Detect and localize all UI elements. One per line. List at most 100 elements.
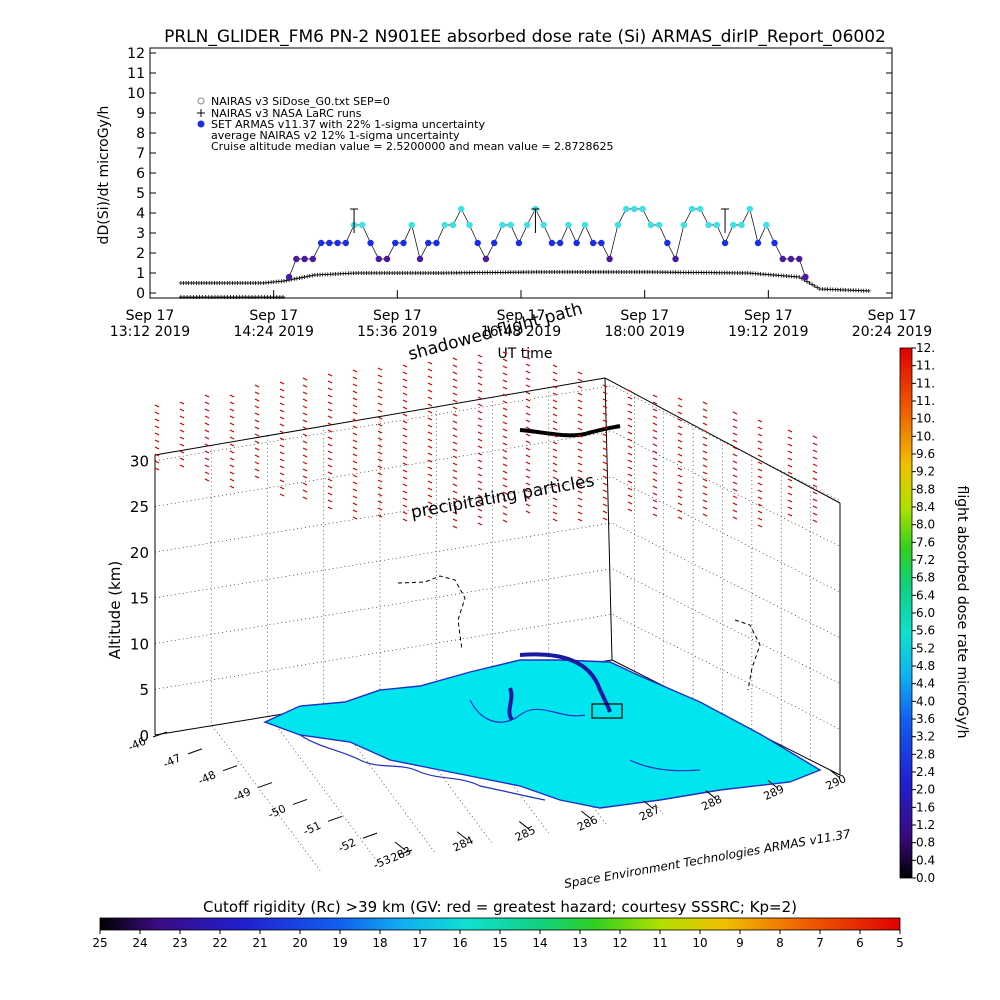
red-mark — [732, 432, 738, 436]
red-mark — [377, 479, 383, 483]
nairas-point — [307, 274, 312, 278]
red-mark — [402, 518, 408, 522]
longitude-tick-label: 290 — [824, 772, 849, 793]
red-mark — [254, 461, 260, 465]
armas-point — [317, 239, 325, 247]
red-mark — [279, 486, 285, 490]
red-mark — [732, 439, 738, 443]
red-mark — [812, 442, 818, 446]
red-mark — [627, 424, 633, 428]
red-mark — [204, 429, 210, 433]
red-mark — [279, 388, 285, 392]
cutoff-rigidity-marks — [154, 349, 818, 529]
red-mark — [302, 405, 308, 409]
red-mark — [452, 413, 458, 417]
red-mark — [702, 485, 708, 489]
right-colorbar-ticks: 0.0 0.4 0.8 1.2 1.6 2.0 2.4 2.8 3.2 3.6 4.0 4.4 4.8 5… — [912, 341, 935, 885]
altitude-tick-label: 25 — [130, 498, 149, 516]
armas-point — [763, 221, 770, 229]
red-mark — [427, 438, 433, 442]
red-mark — [477, 396, 483, 400]
red-mark — [602, 475, 608, 479]
x-tick-date: Sep 17 — [868, 308, 917, 324]
red-mark — [552, 483, 558, 487]
bottom-tick-label: 11 — [652, 936, 667, 950]
red-mark — [179, 457, 185, 461]
red-mark — [477, 417, 483, 421]
longitude-tick-mark — [829, 769, 841, 779]
red-mark — [302, 419, 308, 423]
red-mark — [677, 495, 683, 499]
red-mark — [427, 368, 433, 372]
red-mark — [452, 371, 458, 375]
red-mark — [702, 506, 708, 510]
red-mark — [757, 454, 763, 458]
red-mark — [702, 401, 708, 405]
bottom-tick-label: 13 — [572, 936, 587, 950]
red-mark — [477, 501, 483, 505]
red-mark — [154, 467, 160, 471]
red-mark — [677, 516, 683, 520]
red-mark — [602, 433, 608, 437]
red-mark — [402, 420, 408, 424]
red-mark — [525, 377, 531, 381]
red-mark — [452, 441, 458, 445]
red-mark — [577, 518, 583, 522]
latitude-tick-mark — [362, 832, 378, 839]
armas-point — [540, 221, 547, 229]
x-tick-date: Sep 17 — [373, 308, 422, 324]
red-mark — [327, 485, 333, 489]
3d-grid — [154, 385, 841, 871]
red-mark — [757, 496, 763, 500]
armas-point — [787, 255, 795, 263]
nairas-point — [294, 276, 299, 281]
right-tick-label: 3.6 — [916, 712, 935, 726]
red-mark — [627, 466, 633, 470]
red-mark — [204, 478, 210, 482]
red-mark — [352, 495, 358, 499]
longitude-tick-label: 284 — [451, 834, 476, 855]
red-mark — [377, 500, 383, 504]
red-mark — [525, 405, 531, 409]
red-mark — [279, 402, 285, 406]
red-mark — [179, 429, 185, 433]
red-mark — [377, 374, 383, 378]
nairas-point — [815, 285, 820, 290]
red-mark — [352, 453, 358, 457]
red-mark — [652, 513, 658, 517]
bottom-tick-label: 25 — [92, 936, 107, 950]
latitude-tick-mark — [222, 765, 238, 772]
red-mark — [702, 513, 708, 517]
red-mark — [477, 480, 483, 484]
red-mark — [525, 482, 531, 486]
red-mark — [229, 471, 235, 475]
red-mark — [402, 497, 408, 501]
latitude-tick-label: -49 — [231, 785, 253, 804]
red-mark — [702, 478, 708, 482]
latitude-tick-mark — [327, 815, 343, 822]
red-mark — [352, 467, 358, 471]
armas-point — [375, 255, 382, 263]
red-mark — [732, 467, 738, 471]
red-mark — [757, 426, 763, 430]
red-mark — [732, 481, 738, 485]
latitude-tick-mark — [152, 731, 168, 738]
red-mark — [377, 451, 383, 455]
red-mark — [327, 499, 333, 503]
red-mark — [552, 490, 558, 494]
armas-point — [449, 221, 457, 229]
red-mark — [477, 494, 483, 498]
red-mark — [525, 468, 531, 472]
legend-label-nairas-larc: NAIRAS v3 NASA LaRC runs — [211, 107, 362, 120]
red-mark — [427, 417, 433, 421]
red-mark — [732, 495, 738, 499]
red-mark — [229, 408, 235, 412]
red-mark — [812, 435, 818, 439]
x-tick-date: Sep 17 — [497, 308, 546, 324]
bottom-tick-label: 12 — [612, 936, 627, 950]
red-mark — [627, 445, 633, 449]
nairas-point — [866, 288, 871, 293]
red-mark — [757, 468, 763, 472]
red-mark — [352, 502, 358, 506]
red-mark — [402, 441, 408, 445]
